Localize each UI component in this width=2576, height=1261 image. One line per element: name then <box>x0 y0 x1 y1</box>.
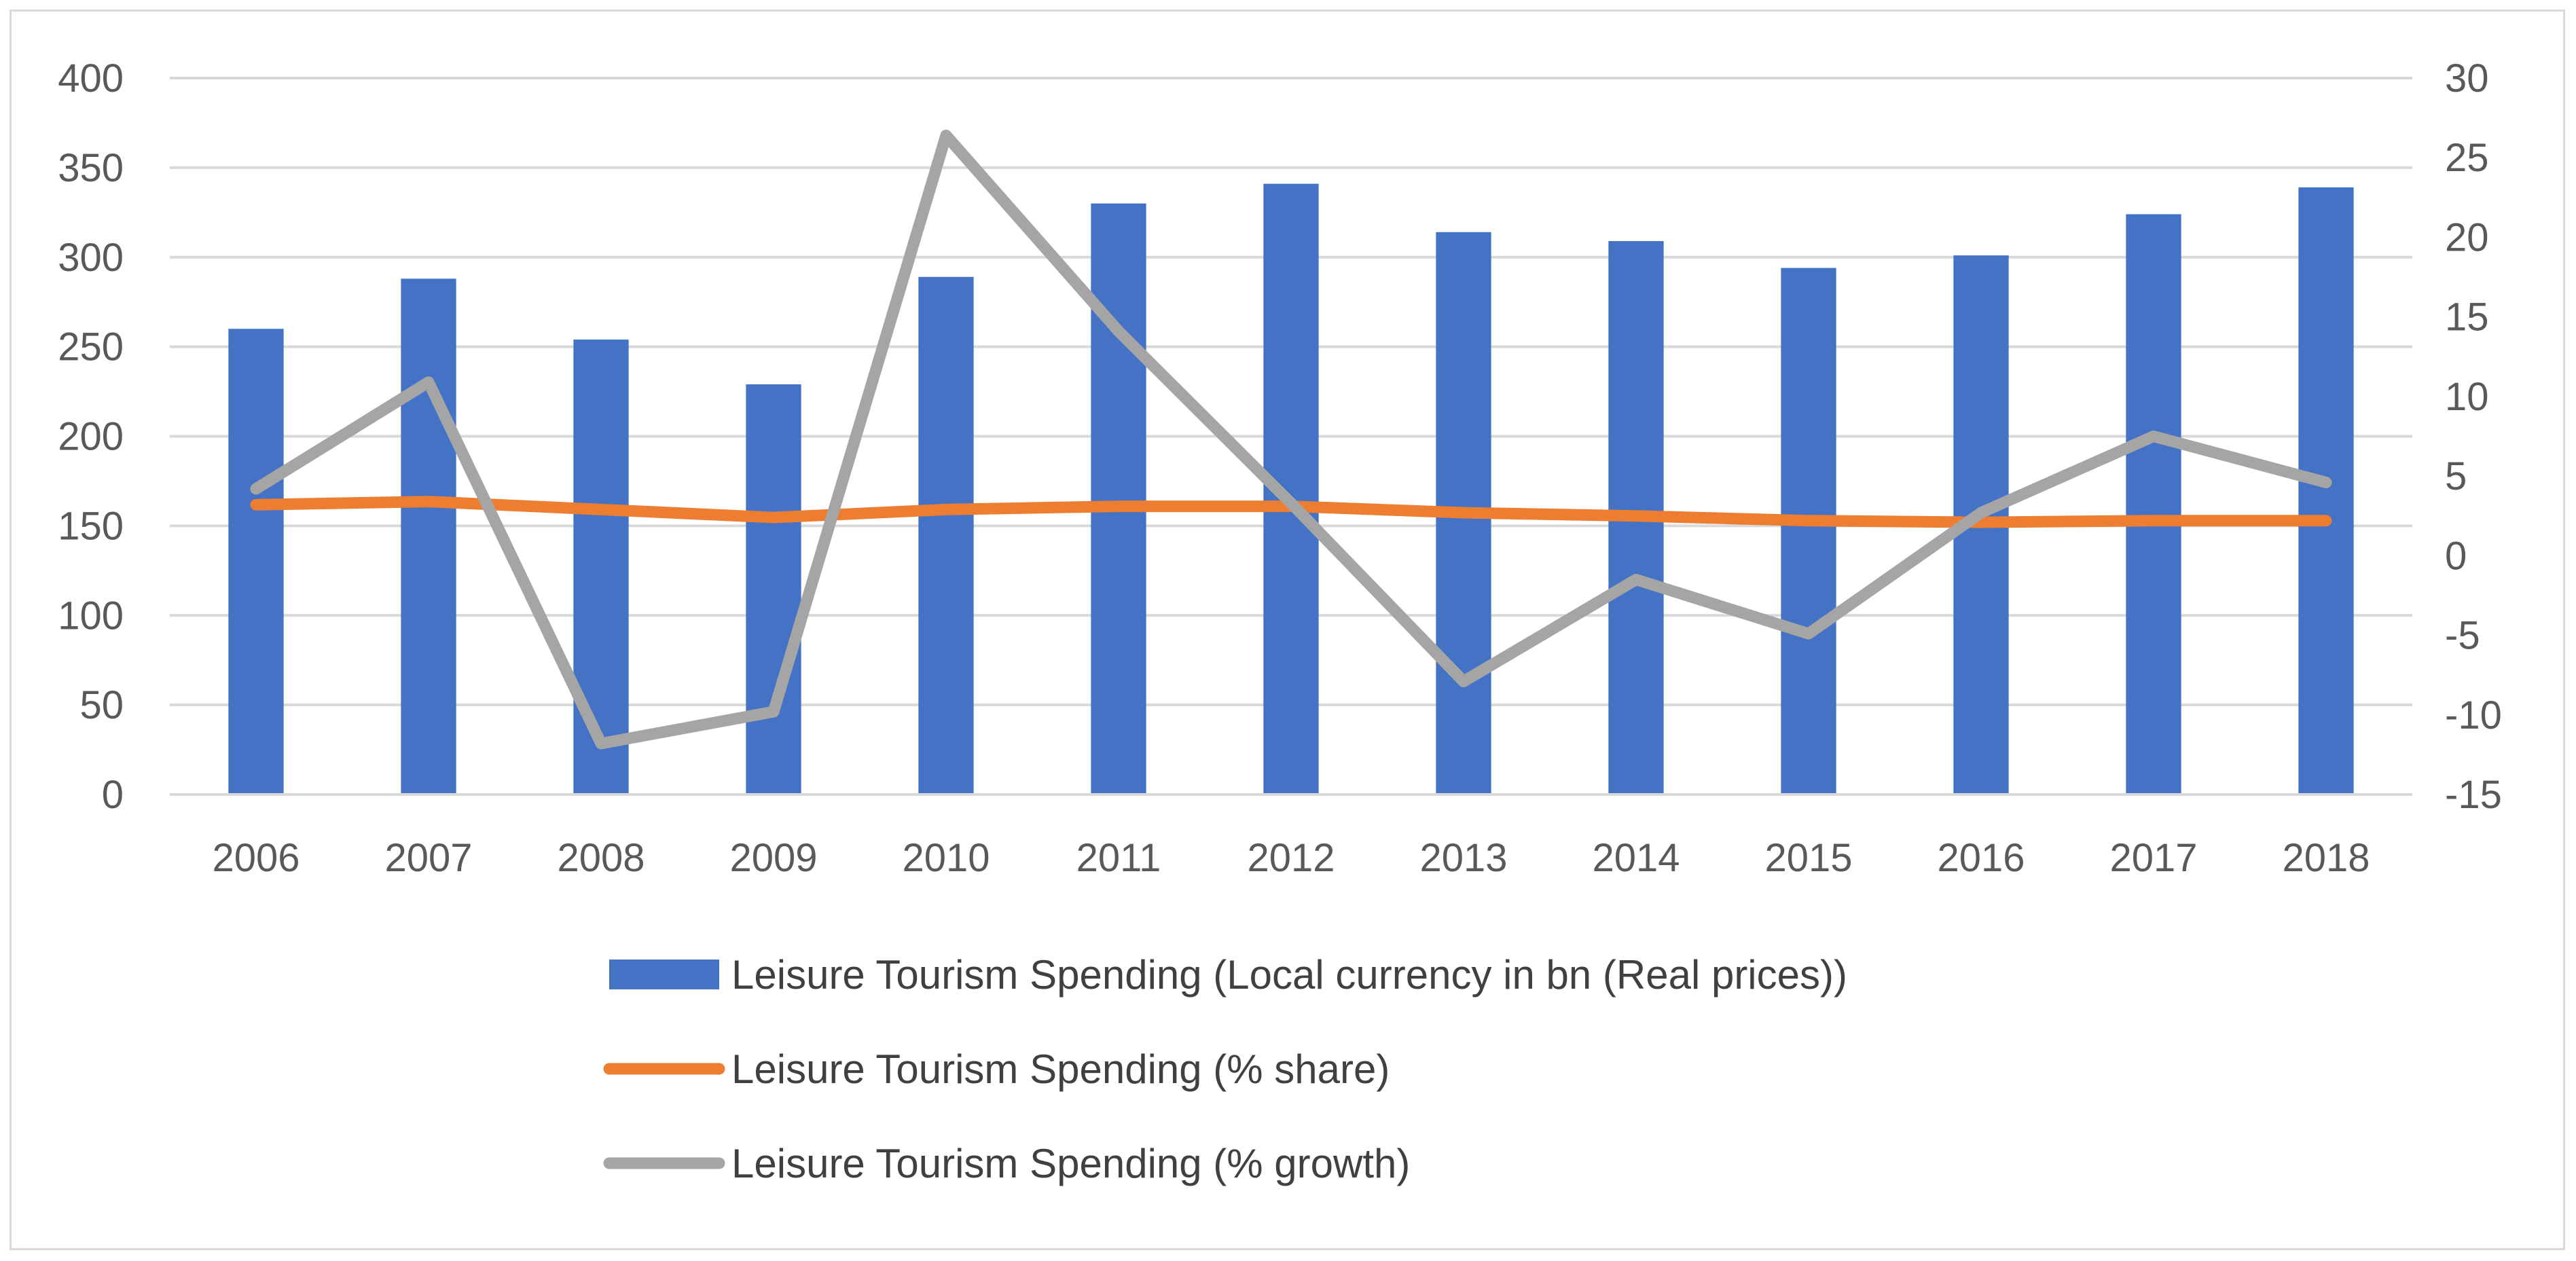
y-left-tick-label: 100 <box>58 593 124 638</box>
bar <box>918 276 974 794</box>
y-right-tick-label: -5 <box>2445 614 2480 658</box>
x-tick-label: 2007 <box>384 836 472 880</box>
x-tick-label: 2009 <box>729 836 817 880</box>
series-line <box>250 129 2332 750</box>
x-tick-label: 2013 <box>1419 836 1507 880</box>
y-right-tick-label: 30 <box>2445 56 2489 100</box>
bar <box>401 278 456 794</box>
y-left-tick-label: 150 <box>58 504 124 548</box>
y-left-tick-label: 350 <box>58 146 124 190</box>
y-right-tick-label: -15 <box>2445 773 2502 817</box>
y-left-tick-label: 250 <box>58 325 124 369</box>
x-tick-label: 2010 <box>902 836 990 880</box>
y-left-tick-label: 300 <box>58 236 124 280</box>
bar <box>2126 214 2181 794</box>
x-tick-label: 2017 <box>2109 836 2197 880</box>
y-right-tick-label: 10 <box>2445 375 2489 419</box>
x-tick-label: 2012 <box>1247 836 1335 880</box>
legend-label: Leisure Tourism Spending (% share) <box>731 1046 1390 1092</box>
x-axis: 2006 2007 2008 2009 2010 2011 2012 2013 2014 2015… <box>170 793 2412 880</box>
bar <box>746 384 801 794</box>
x-tick-label: 2011 <box>1076 836 1161 880</box>
x-tick-label: 2008 <box>557 836 645 880</box>
x-tick-label: 2018 <box>2282 836 2370 880</box>
y-right-tick-label: -10 <box>2445 693 2502 737</box>
bar <box>2298 187 2354 794</box>
y-right-tick-label: 25 <box>2445 136 2489 180</box>
x-tick-label: 2015 <box>1764 836 1852 880</box>
y-left-tick-label: 0 <box>102 773 124 817</box>
x-tick-label: 2006 <box>212 836 300 880</box>
y-right-tick-label: 0 <box>2445 534 2467 578</box>
legend-label: Leisure Tourism Spending (% growth) <box>731 1141 1410 1186</box>
bar <box>1091 203 1146 794</box>
y-left-tick-label: 400 <box>58 56 124 100</box>
bar <box>228 329 284 794</box>
y-right-tick-label: 15 <box>2445 295 2489 340</box>
legend-label: Leisure Tourism Spending (Local currency… <box>731 952 1847 998</box>
left-axis: 0 50 100 150 200 250 300 350 400 <box>58 56 124 817</box>
y-right-tick-label: 20 <box>2445 215 2489 259</box>
right-axis: -15 -10 -5 0 5 10 15 20 25 30 <box>2445 56 2502 817</box>
y-right-tick-label: 5 <box>2445 454 2467 498</box>
legend: Leisure Tourism Spending (Local currency… <box>603 952 1847 1186</box>
x-tick-label: 2014 <box>1592 836 1680 880</box>
y-left-tick-label: 50 <box>79 683 124 727</box>
legend-swatch-bar <box>609 960 719 989</box>
bar <box>573 340 629 794</box>
bar <box>1781 268 1836 794</box>
line-series <box>250 129 2332 750</box>
y-left-tick-label: 200 <box>58 415 124 459</box>
x-tick-label: 2016 <box>1937 836 2025 880</box>
